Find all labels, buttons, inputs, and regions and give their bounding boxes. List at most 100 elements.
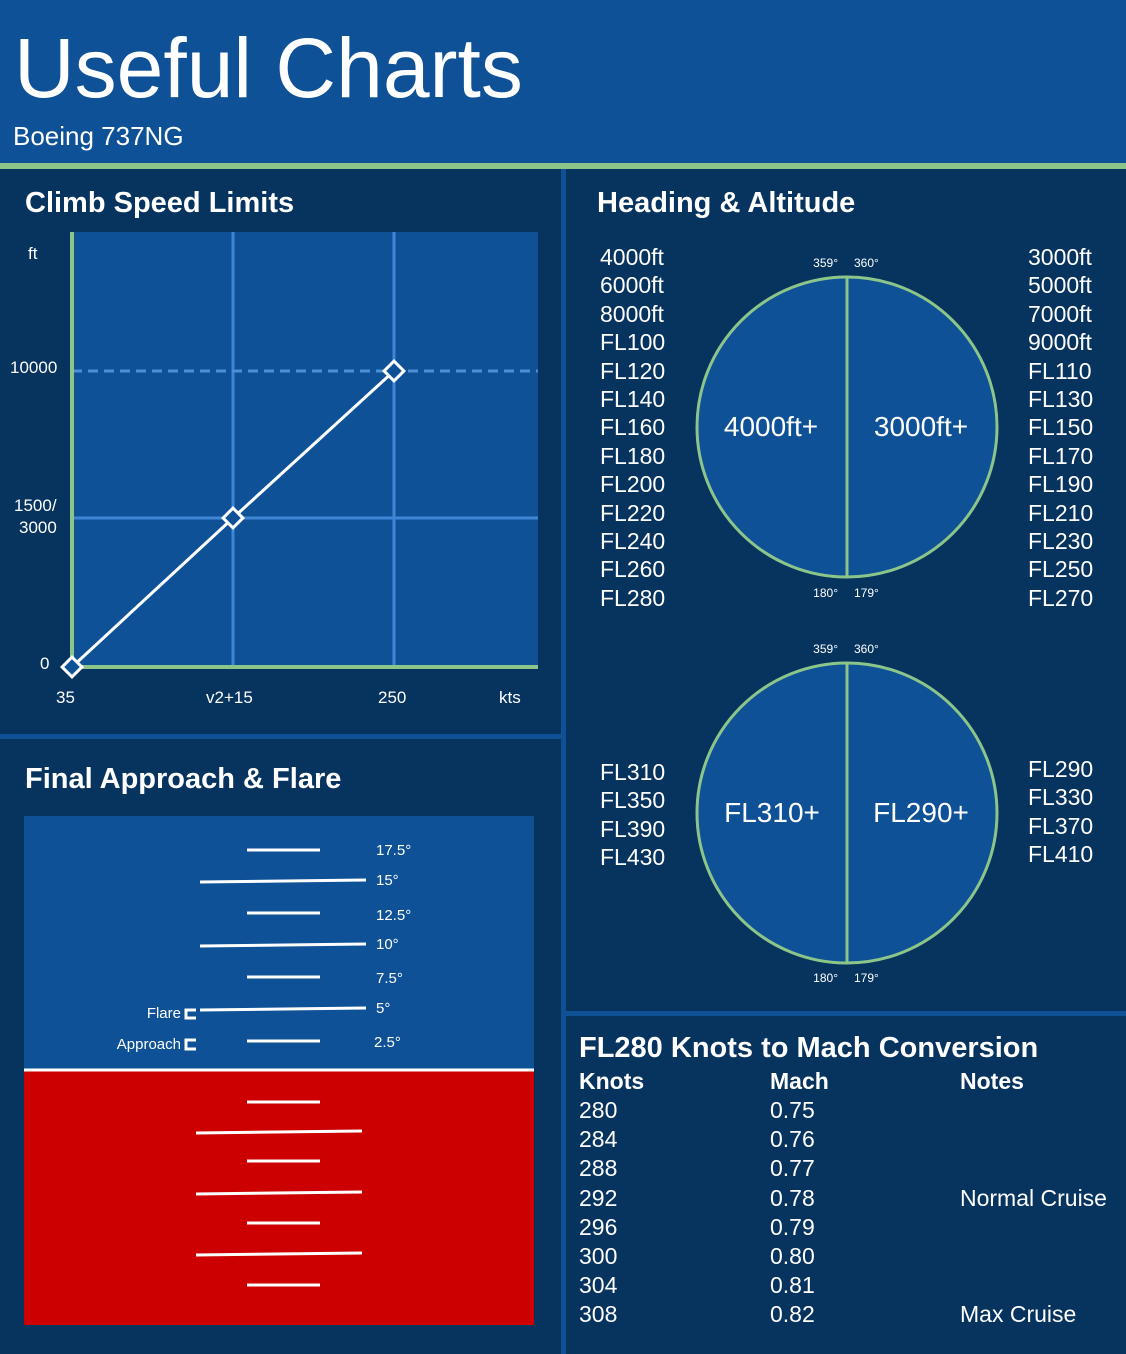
circle1-right-label: 3000ft+ (874, 411, 968, 442)
pitch-line-10 (199, 942, 367, 948)
header-mach: Mach (770, 1068, 829, 1094)
knots-cell: 284 (579, 1126, 618, 1153)
mach-cell: 0.80 (770, 1243, 815, 1269)
altitude-entry: FL100 (600, 329, 666, 356)
knots-cell: 292 (579, 1184, 618, 1211)
x-unit-label: kts (499, 688, 521, 707)
vertical-divider (561, 169, 566, 1354)
knots-cell: 304 (579, 1272, 618, 1299)
altitude-entry: FL210 (1028, 499, 1094, 526)
y-tick-0: 0 (40, 654, 49, 673)
approach-label: Approach (117, 1036, 181, 1053)
circle1-bottom-left: 180° (813, 586, 838, 600)
altitude-entry: FL280 (600, 584, 666, 611)
attitude-indicator: 17.5° 15° 12.5° 10° 7.5° 5° 2.5° Flare A… (24, 816, 534, 1325)
heading-title: Heading & Altitude (597, 187, 856, 219)
approach-title: Final Approach & Flare (25, 763, 342, 795)
altitude-entry: 4000ft (600, 244, 664, 270)
altitude-entry: FL330 (1028, 784, 1094, 811)
altitude-entry: 8000ft (600, 300, 664, 327)
climb-point-0 (59, 654, 85, 680)
right-divider (566, 1011, 1126, 1016)
climb-title: Climb Speed Limits (25, 187, 295, 219)
knots-cell: 308 (579, 1301, 618, 1328)
circle2-bottom-right: 179° (854, 971, 879, 985)
climb-point-2 (381, 358, 407, 384)
altitude-entry: FL130 (1028, 385, 1094, 412)
mach-cell: 0.75 (770, 1097, 815, 1123)
altitude-entry: FL150 (1028, 414, 1094, 441)
mach-cell: 0.77 (770, 1155, 815, 1182)
altitude-entry: FL240 (600, 527, 666, 554)
ground-line-4 (195, 1190, 363, 1196)
y-unit-label: ft (28, 244, 38, 263)
notes-cell: Normal Cruise (960, 1184, 1107, 1211)
header-divider (0, 163, 1126, 169)
header-knots: Knots (579, 1068, 645, 1094)
altitude-entry: 6000ft (600, 272, 664, 299)
mach-cell: 0.79 (770, 1213, 815, 1240)
circle1-right-list: 3000ft 5000ft 7000ft 9000ft FL110 FL130 FL150 F… (1028, 243, 1093, 612)
altitude-entry: FL180 (600, 442, 666, 469)
altitude-entry: FL220 (600, 499, 666, 526)
heading-circles: 4000ft+ 3000ft+ 359° 360° 180° 179° FL31… (695, 256, 999, 985)
circle2-right-label: FL290+ (873, 797, 969, 828)
mach-cell: 0.82 (770, 1301, 815, 1328)
sky-area (24, 816, 534, 1070)
flare-marker (184, 1008, 196, 1020)
circle2-left-list: FL310 FL350 FL390 FL430 (600, 758, 665, 872)
knots-cell: 288 (579, 1155, 618, 1182)
pitch-label-15: 15° (376, 872, 399, 889)
altitude-entry: FL430 (600, 844, 666, 871)
circle2-bottom-left: 180° (813, 971, 838, 985)
pitch-label-2-5: 2.5° (374, 1034, 401, 1051)
approach-marker (184, 1038, 196, 1051)
altitude-entry: FL410 (1028, 841, 1094, 868)
y-tick-3000: 3000 (19, 518, 57, 537)
altitude-entry: FL230 (1028, 527, 1094, 554)
knots-cell: 296 (579, 1213, 618, 1240)
climb-chart: ft 10000 1500/ 3000 0 35 v2+15 250 kts (10, 232, 538, 707)
altitude-entry: FL140 (600, 385, 666, 412)
x-tick-35: 35 (56, 688, 75, 707)
header: Useful Charts Boeing 737NG (0, 0, 1126, 163)
flare-label: Flare (147, 1005, 181, 1022)
y-tick-10000: 10000 (10, 358, 57, 377)
pitch-label-12-5: 12.5° (376, 907, 411, 924)
pitch-label-5: 5° (376, 1000, 390, 1017)
x-tick-v2: v2+15 (206, 688, 253, 707)
altitude-entry: 5000ft (1028, 272, 1092, 299)
circle2-top-right: 360° (854, 642, 879, 656)
circle1-bottom-right: 179° (854, 586, 879, 600)
altitude-entry: FL170 (1028, 442, 1094, 469)
altitude-entry: FL390 (600, 815, 666, 842)
circle2-left-label: FL310+ (724, 797, 820, 828)
circle1-left-label: 4000ft+ (724, 411, 818, 442)
mach-cell: 0.78 (770, 1184, 815, 1211)
climb-point-1 (220, 505, 246, 531)
circle1-top-right: 360° (854, 256, 879, 270)
altitude-entry: FL250 (1028, 556, 1094, 583)
pitch-label-10: 10° (376, 936, 399, 953)
altitude-entry: FL260 (600, 556, 666, 583)
notes-cell: Max Cruise (960, 1301, 1077, 1328)
altitude-entry: FL160 (600, 414, 666, 441)
altitude-entry: FL310 (600, 759, 666, 785)
ground-line-2 (195, 1129, 363, 1135)
pitch-label-7-5: 7.5° (376, 970, 403, 987)
pitch-line-15 (199, 878, 367, 884)
page-subtitle: Boeing 737NG (13, 121, 184, 151)
altitude-entry: FL350 (600, 787, 666, 814)
altitude-entry: FL190 (1028, 471, 1094, 498)
pitch-label-17-5: 17.5° (376, 842, 411, 859)
mach-cell: 0.76 (770, 1126, 815, 1153)
mach-cell: 0.81 (770, 1272, 815, 1299)
altitude-entry: FL120 (600, 357, 666, 384)
left-divider (0, 734, 561, 739)
ground-line-6 (195, 1251, 363, 1257)
circle2-top-left: 359° (813, 642, 838, 656)
y-tick-1500: 1500/ (14, 496, 57, 515)
altitude-entry: FL110 (1028, 357, 1092, 384)
circle2-right-list: FL290 FL330 FL370 FL410 (1028, 755, 1093, 869)
mach-title: FL280 Knots to Mach Conversion (579, 1032, 1039, 1064)
